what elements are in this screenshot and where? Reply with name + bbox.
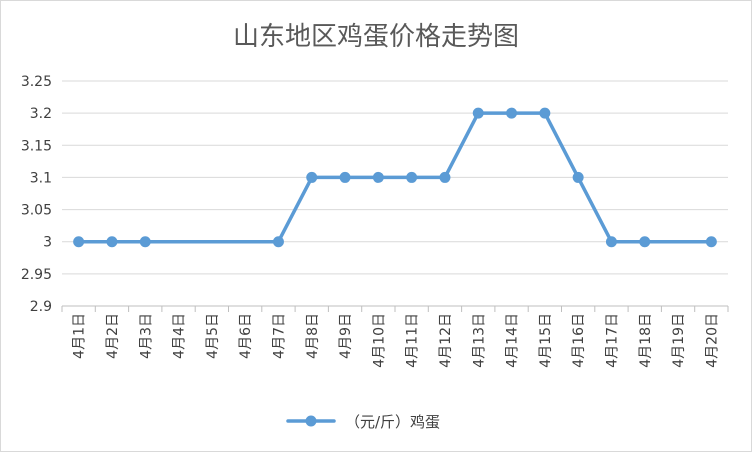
x-tick-label: 4月13日 bbox=[471, 313, 487, 368]
x-tick-label: 4月4日 bbox=[172, 313, 188, 359]
y-tick-label: 2.9 bbox=[30, 299, 52, 315]
x-tick-label: 4月14日 bbox=[505, 313, 521, 368]
data-point bbox=[572, 171, 584, 183]
data-point bbox=[406, 171, 418, 183]
x-axis-ticks: 4月1日 4月2日 4月3日 4月4日 4月5日 4月6日 4月7日 4月8日 4月9日 4月10… bbox=[61, 306, 729, 368]
legend-marker bbox=[305, 415, 317, 427]
data-point bbox=[306, 171, 318, 183]
x-tick-label: 4月2日 bbox=[105, 313, 121, 359]
data-point bbox=[73, 236, 85, 248]
data-point bbox=[272, 236, 284, 248]
series-line bbox=[76, 111, 714, 244]
x-tick-label: 4月7日 bbox=[271, 313, 287, 359]
x-tick-label: 4月20日 bbox=[704, 313, 720, 368]
x-tick-label: 4月18日 bbox=[638, 313, 654, 368]
data-point bbox=[372, 171, 384, 183]
x-tick-label: 4月15日 bbox=[538, 313, 554, 368]
data-point bbox=[439, 171, 451, 183]
y-tick-label: 3.15 bbox=[21, 138, 52, 154]
series-layer bbox=[73, 107, 717, 248]
chart-title: 山东地区鸡蛋价格走势图 bbox=[233, 22, 519, 52]
x-tick-label: 4月12日 bbox=[438, 313, 454, 368]
x-tick-label: 4月19日 bbox=[671, 313, 687, 368]
y-tick-label: 2.95 bbox=[21, 267, 52, 283]
gridlines bbox=[62, 80, 728, 307]
legend: （元/斤）鸡蛋 bbox=[286, 413, 440, 431]
data-point bbox=[605, 236, 617, 248]
x-tick-label: 4月9日 bbox=[338, 313, 354, 359]
data-point bbox=[339, 171, 351, 183]
x-tick-label: 4月3日 bbox=[138, 313, 154, 359]
data-point bbox=[106, 236, 118, 248]
x-tick-label: 4月16日 bbox=[571, 313, 587, 368]
x-tick-label: 4月8日 bbox=[305, 313, 321, 359]
y-tick-label: 3.1 bbox=[30, 170, 52, 186]
x-tick-label: 4月10日 bbox=[371, 313, 387, 368]
y-tick-label: 3.25 bbox=[21, 74, 52, 90]
data-point bbox=[139, 236, 151, 248]
x-tick-label: 4月17日 bbox=[604, 313, 620, 368]
data-point bbox=[639, 236, 651, 248]
data-point bbox=[472, 107, 484, 119]
x-tick-label: 4月5日 bbox=[205, 313, 221, 359]
y-tick-label: 3.2 bbox=[30, 106, 52, 122]
y-tick-label: 3 bbox=[43, 235, 52, 251]
x-tick-label: 4月6日 bbox=[238, 313, 254, 359]
legend-label: （元/斤）鸡蛋 bbox=[345, 413, 440, 431]
y-tick-label: 3.05 bbox=[21, 203, 52, 219]
data-point bbox=[506, 107, 518, 119]
data-point bbox=[539, 107, 551, 119]
data-point bbox=[705, 236, 717, 248]
x-tick-label: 4月11日 bbox=[405, 313, 421, 368]
y-axis-ticks: 2.9 2.95 3 3.05 3.1 3.15 3.2 3.25 bbox=[21, 74, 52, 315]
x-tick-label: 4月1日 bbox=[72, 313, 88, 359]
